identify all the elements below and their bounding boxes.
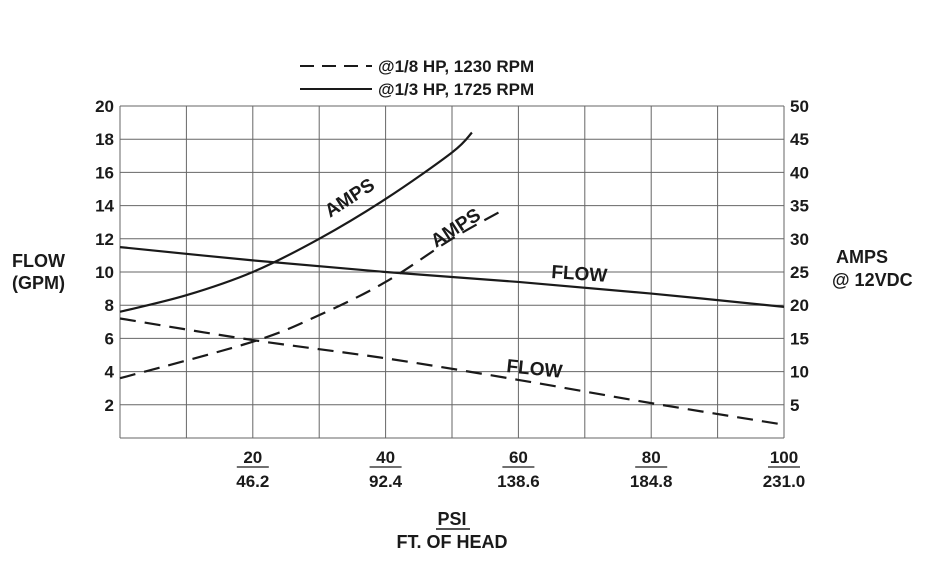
y-axis-left-title: FLOW (GPM) <box>12 251 65 293</box>
legend-solid-label: @1/3 HP, 1725 RPM <box>378 80 534 99</box>
series-flow-dashed-line <box>119 317 785 426</box>
y-axis-left-title-line2: (GPM) <box>12 273 65 293</box>
data-series <box>119 131 785 426</box>
x-tick-label-secondary: 184.8 <box>630 472 673 491</box>
y-axis-right-title-line2: @ 12VDC <box>832 270 913 290</box>
x-tick-label-secondary: 231.0 <box>763 472 806 491</box>
y-axis-right-title: AMPS @ 12VDC <box>832 247 913 290</box>
y-left-tick-label: 14 <box>95 197 114 216</box>
y-axis-right-ticks: 5 10 15 20 25 30 35 40 45 50 <box>790 97 809 415</box>
y-left-tick-label: 18 <box>95 130 114 149</box>
y-axis-right-title-line1: AMPS <box>836 247 888 267</box>
y-right-tick-label: 10 <box>790 363 809 382</box>
y-left-tick-label: 12 <box>95 230 114 249</box>
flow-solid-annotation: FLOW <box>551 262 608 287</box>
y-left-tick-label: 4 <box>105 363 115 382</box>
plot-grid <box>119 105 785 439</box>
y-right-tick-label: 25 <box>790 263 809 282</box>
x-axis-ticks: 20 46.2 40 92.4 60 138.6 80 184.8 100 231.0 <box>236 448 805 491</box>
y-left-tick-label: 10 <box>95 263 114 282</box>
y-left-tick-label: 6 <box>105 329 114 348</box>
series-amps-solid-line <box>119 131 473 313</box>
y-left-tick-label: 2 <box>105 396 114 415</box>
y-left-tick-label: 16 <box>95 163 114 182</box>
y-right-tick-label: 15 <box>790 329 809 348</box>
y-right-tick-label: 20 <box>790 296 809 315</box>
x-axis-title-secondary: FT. OF HEAD <box>397 532 508 552</box>
y-right-tick-label: 5 <box>790 396 799 415</box>
series-flow-solid-line <box>119 246 785 308</box>
y-axis-left-ticks: 2 4 6 8 10 12 14 16 18 20 <box>95 97 114 415</box>
x-tick-label-primary: 80 <box>642 448 661 467</box>
x-tick-label-primary: 100 <box>770 448 798 467</box>
y-left-tick-label: 20 <box>95 97 114 116</box>
y-right-tick-label: 45 <box>790 130 809 149</box>
y-right-tick-label: 50 <box>790 97 809 116</box>
x-tick-label-primary: 40 <box>376 448 395 467</box>
y-right-tick-label: 30 <box>790 230 809 249</box>
x-axis-title-primary: PSI <box>437 509 466 529</box>
legend: @1/8 HP, 1230 RPM @1/3 HP, 1725 RPM <box>300 57 534 99</box>
y-axis-left-title-line1: FLOW <box>12 251 65 271</box>
y-right-tick-label: 40 <box>790 163 809 182</box>
x-axis-title: PSI FT. OF HEAD <box>397 509 508 552</box>
legend-dashed-label: @1/8 HP, 1230 RPM <box>378 57 534 76</box>
series-amps-dashed-line <box>119 207 506 380</box>
x-tick-label-secondary: 138.6 <box>497 472 540 491</box>
x-tick-label-primary: 60 <box>509 448 528 467</box>
x-tick-label-secondary: 92.4 <box>369 472 403 491</box>
x-tick-label-secondary: 46.2 <box>236 472 269 491</box>
y-right-tick-label: 35 <box>790 197 809 216</box>
x-tick-label-primary: 20 <box>243 448 262 467</box>
y-left-tick-label: 8 <box>105 296 114 315</box>
